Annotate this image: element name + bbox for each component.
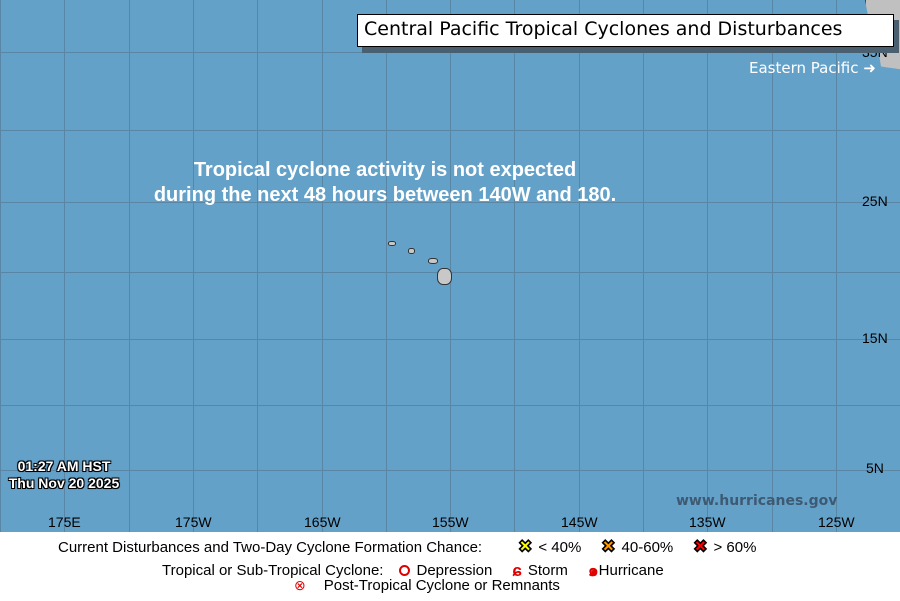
storm-icon: ɕ [512,560,522,580]
latitude-gridline [0,470,900,471]
longitude-gridline [386,0,387,532]
longitude-gridline [836,0,837,532]
lat-label: 15N [862,330,888,346]
longitude-gridline [643,0,644,532]
yellow-x-icon: ✖ [518,537,533,557]
longitude-gridline [450,0,451,532]
orange-x-icon: ✖ [601,537,616,557]
longitude-gridline [0,0,1,532]
arrow-right-icon: ➜ [863,59,876,77]
map-title: Central Pacific Tropical Cyclones and Di… [357,14,894,47]
latitude-gridline [0,339,900,340]
lon-label: 155W [432,514,469,530]
lon-label: 125W [818,514,855,530]
website-link[interactable]: www.hurricanes.gov [676,493,838,509]
legend-depression: Depression [416,562,493,579]
post-tropical-icon: ⊗ [294,577,306,593]
longitude-gridline [322,0,323,532]
lat-label: 35N [862,44,888,60]
legend-high: > 60% [713,538,757,556]
longitude-gridline [772,0,773,532]
legend-storm: Storm [527,562,568,579]
map: 175E 175W 165W 155W 145W 135W 125W 35N 2… [0,0,900,532]
lat-label: 5N [866,460,884,476]
lon-label: 135W [689,514,726,530]
depression-icon [399,565,411,576]
legend-medium: 40-60% [621,538,674,556]
activity-message: Tropical cyclone activity is not expecte… [100,158,670,208]
island-kauai [388,241,396,246]
red-x-icon: ✖ [693,537,708,557]
time-text: 01:27 AM HST [17,458,111,474]
lon-label: 165W [304,514,341,530]
lon-label: 145W [561,514,598,530]
latitude-gridline [0,130,900,131]
message-line: Tropical cyclone activity is not expecte… [193,159,577,181]
eastern-pacific-label: Eastern Pacific [749,59,859,77]
island-oahu [408,248,415,254]
longitude-gridline [257,0,258,532]
date-text: Thu Nov 20 2025 [8,475,120,491]
lon-label: 175E [48,514,81,530]
hurricane-icon: ๑ [587,561,599,580]
timestamp: 01:27 AM HST Thu Nov 20 2025 [4,458,124,492]
legend-post-tropical: Post-Tropical Cyclone or Remnants [323,577,560,594]
longitude-gridline [193,0,194,532]
legend: Current Disturbances and Two-Day Cyclone… [0,532,900,601]
longitude-gridline [64,0,65,532]
longitude-gridline [707,0,708,532]
legend-formation-label: Current Disturbances and Two-Day Cyclone… [58,538,483,556]
legend-hurricane: Hurricane [598,562,664,579]
island-hawaii [437,268,452,285]
eastern-pacific-link[interactable]: Eastern Pacific ➜ [749,59,876,77]
legend-cyclone-label: Tropical or Sub-Tropical Cyclone: [162,562,384,579]
longitude-gridline [579,0,580,532]
latitude-gridline [0,202,900,203]
legend-low: < 40% [538,538,582,556]
longitude-gridline [514,0,515,532]
message-line: during the next 48 hours between 140W an… [153,184,617,206]
lon-label: 175W [175,514,212,530]
longitude-gridline [129,0,130,532]
latitude-gridline [0,405,900,406]
island-maui [428,258,438,264]
latitude-gridline [0,52,900,53]
lat-label: 25N [862,193,888,209]
